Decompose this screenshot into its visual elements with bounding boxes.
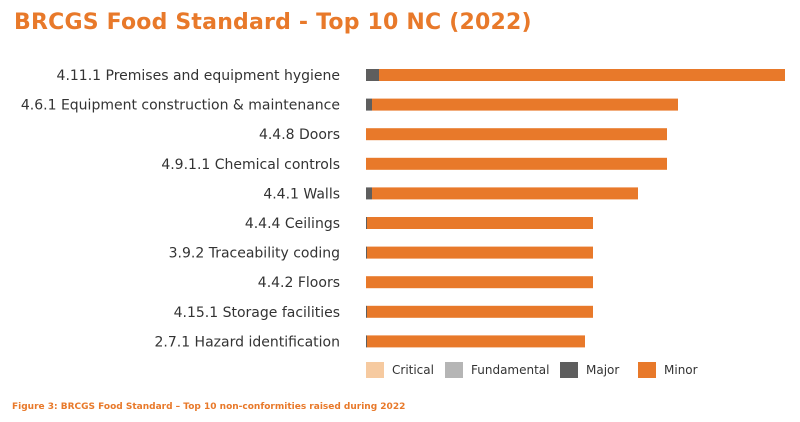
bar-minor-10	[367, 335, 585, 348]
category-label-6: 4.4.4 Ceilings	[245, 216, 340, 232]
category-label-3: 4.4.8 Doors	[259, 127, 340, 143]
legend-swatch-fundamental	[445, 362, 463, 378]
bar-major-9	[366, 305, 367, 318]
bar-minor-2	[372, 98, 678, 111]
bar-minor-7	[367, 246, 593, 259]
category-label-5: 4.4.1 Walls	[263, 186, 340, 202]
category-label-7: 3.9.2 Traceability coding	[169, 246, 340, 262]
category-label-4: 4.9.1.1 Chemical controls	[161, 157, 340, 173]
bar-minor-1	[379, 69, 785, 81]
legend-swatch-minor	[638, 362, 656, 378]
legend-label-fundamental: Fundamental	[471, 363, 550, 377]
category-label-1: 4.11.1 Premises and equipment hygiene	[57, 68, 340, 84]
legend-swatch-major	[560, 362, 578, 378]
bar-minor-3	[366, 128, 667, 141]
bar-minor-4	[366, 157, 667, 170]
legend-label-minor: Minor	[664, 363, 698, 377]
bar-minor-5	[372, 187, 638, 200]
bar-chart: 4.11.1 Premises and equipment hygiene 4.6…	[21, 68, 785, 378]
bar-minor-9	[367, 305, 593, 318]
bar-major-2	[366, 98, 372, 111]
bar-minor-6	[367, 217, 593, 229]
bar-major-10	[366, 335, 367, 348]
bar-major-7	[366, 246, 367, 259]
bar-major-5	[366, 187, 372, 200]
bar-major-6	[366, 217, 367, 229]
figure-caption: Figure 3: BRCGS Food Standard – Top 10 n…	[12, 402, 406, 412]
legend-label-major: Major	[586, 363, 619, 377]
chart-title: BRCGS Food Standard - Top 10 NC (2022)	[14, 10, 532, 35]
legend-swatch-critical	[366, 362, 384, 378]
bar-major-1	[366, 69, 379, 81]
category-label-9: 4.15.1 Storage facilities	[174, 305, 340, 321]
category-label-10: 2.7.1 Hazard identification	[154, 334, 340, 350]
legend-label-critical: Critical	[392, 363, 434, 377]
category-label-8: 4.4.2 Floors	[258, 275, 340, 291]
bar-minor-8	[366, 276, 593, 289]
category-label-2: 4.6.1 Equipment construction & maintenan…	[21, 98, 340, 114]
